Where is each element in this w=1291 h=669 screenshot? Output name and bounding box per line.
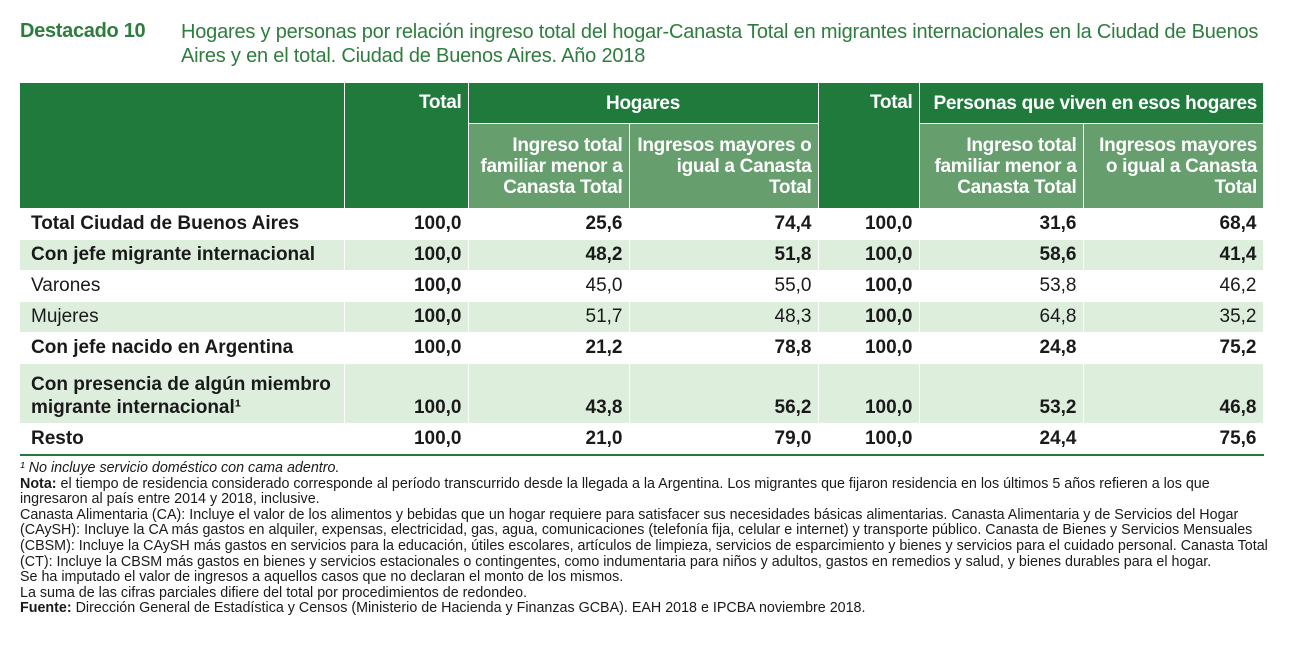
source: Fuente: Dirección General de Estadística… <box>20 601 1270 617</box>
nota-label: Nota: <box>20 475 57 492</box>
row-label: Total Ciudad de Buenos Aires <box>20 208 345 240</box>
header-personas: Personas que viven en esos hogares <box>918 82 1263 124</box>
header-personas-mayor: Ingresos mayores o igual a Canasta Total <box>1082 123 1263 209</box>
row-label: Con jefe nacido en Argentina <box>20 332 345 364</box>
table-cell: 25,6 <box>468 208 630 240</box>
table-cell: 53,2 <box>919 363 1084 424</box>
table-cell: 100,0 <box>344 363 469 424</box>
table-cell: 75,6 <box>1083 423 1264 456</box>
nota-text: el tiempo de residencia considerado corr… <box>20 475 1210 508</box>
table-cell: 56,2 <box>629 363 819 424</box>
header-total-personas: Total <box>817 82 920 209</box>
table-cell: 100,0 <box>344 239 469 271</box>
table-cell: 46,2 <box>1083 270 1264 302</box>
header-hogares-menor: Ingreso total familiar menor a Canasta T… <box>467 123 630 209</box>
row-label: Resto <box>20 423 345 456</box>
table-row: Resto 100,0 21,0 79,0 100,0 24,4 75,6 <box>20 423 1264 456</box>
table-cell: 74,4 <box>629 208 819 240</box>
table-cell: 100,0 <box>344 423 469 456</box>
table-cell: 79,0 <box>629 423 819 456</box>
table-cell: 100,0 <box>818 332 920 364</box>
table-row: Con jefe nacido en Argentina 100,0 21,2 … <box>20 332 1264 364</box>
header-row-2: Ingreso total familiar menor a Canasta T… <box>20 123 1263 209</box>
table-cell: 45,0 <box>468 270 630 302</box>
row-label: Con jefe migrante internacional <box>20 239 345 271</box>
table-cell: 53,8 <box>919 270 1084 302</box>
table-cell: 100,0 <box>818 208 920 240</box>
table-cell: 100,0 <box>818 270 920 302</box>
data-table: Total Hogares Total Personas que viven e… <box>20 82 1264 456</box>
table-cell: 100,0 <box>344 208 469 240</box>
table-cell: 100,0 <box>818 363 920 424</box>
table-cell: 58,6 <box>919 239 1084 271</box>
table-cell: 64,8 <box>919 301 1084 333</box>
footnote: ¹ No incluye servicio doméstico con cama… <box>20 460 340 476</box>
table-cell: 35,2 <box>1083 301 1264 333</box>
table-cell: 21,2 <box>468 332 630 364</box>
header-total-hogares: Total <box>343 82 469 209</box>
row-label: Varones <box>20 270 345 302</box>
table-cell: 24,4 <box>919 423 1084 456</box>
table-cell: 55,0 <box>629 270 819 302</box>
table-cell: 46,8 <box>1083 363 1264 424</box>
canasta-definitions: Canasta Alimentaria (CA): Incluye el val… <box>20 506 1268 570</box>
source-label: Fuente: <box>20 600 72 617</box>
table-cell: 100,0 <box>818 301 920 333</box>
row-label: Con presencia de algún miembro migrante … <box>20 363 345 424</box>
table-cell: 51,8 <box>629 239 819 271</box>
table-cell: 43,8 <box>468 363 630 424</box>
header-personas-menor: Ingreso total familiar menor a Canasta T… <box>918 123 1084 209</box>
table-row: Mujeres 100,0 51,7 48,3 100,0 64,8 35,2 <box>20 301 1264 333</box>
row-label: Mujeres <box>20 301 345 333</box>
nota: Nota: el tiempo de residencia considerad… <box>20 475 1270 508</box>
header-row-1: Total Hogares Total Personas que viven e… <box>20 82 1263 209</box>
table-cell: 75,2 <box>1083 332 1264 364</box>
source-text: Dirección General de Estadística y Censo… <box>71 600 866 617</box>
table-cell: 48,2 <box>468 239 630 271</box>
table-row: Con presencia de algún miembro migrante … <box>20 363 1264 424</box>
figure-label: Destacado 10 <box>20 20 146 42</box>
table-cell: 21,0 <box>468 423 630 456</box>
table-cell: 68,4 <box>1083 208 1264 240</box>
table-cell: 51,7 <box>468 301 630 333</box>
table-cell: 100,0 <box>818 239 920 271</box>
table-cell: 78,8 <box>629 332 819 364</box>
table-row: Varones 100,0 45,0 55,0 100,0 53,8 46,2 <box>20 270 1264 302</box>
table-cell: 100,0 <box>344 301 469 333</box>
rounding-note: La suma de las cifras parciales difiere … <box>20 584 528 601</box>
table-cell: 24,8 <box>919 332 1084 364</box>
table-row: Con jefe migrante internacional 100,0 48… <box>20 239 1264 271</box>
table-cell: 100,0 <box>818 423 920 456</box>
notes: ¹ No incluye servicio doméstico con cama… <box>20 460 1270 617</box>
table-cell: 41,4 <box>1083 239 1264 271</box>
table-cell: 48,3 <box>629 301 819 333</box>
header-hogares: Hogares <box>467 82 819 124</box>
table-row: Total Ciudad de Buenos Aires 100,0 25,6 … <box>20 208 1264 240</box>
table-cell: 100,0 <box>344 270 469 302</box>
header-hogares-mayor: Ingresos mayores o igual a Canasta Total <box>628 123 819 209</box>
imputation-note: Se ha imputado el valor de ingresos a aq… <box>20 569 624 586</box>
table-cell: 100,0 <box>344 332 469 364</box>
figure-title: Hogares y personas por relación ingreso … <box>181 21 1259 67</box>
header-corner <box>20 82 345 209</box>
table-cell: 31,6 <box>919 208 1084 240</box>
